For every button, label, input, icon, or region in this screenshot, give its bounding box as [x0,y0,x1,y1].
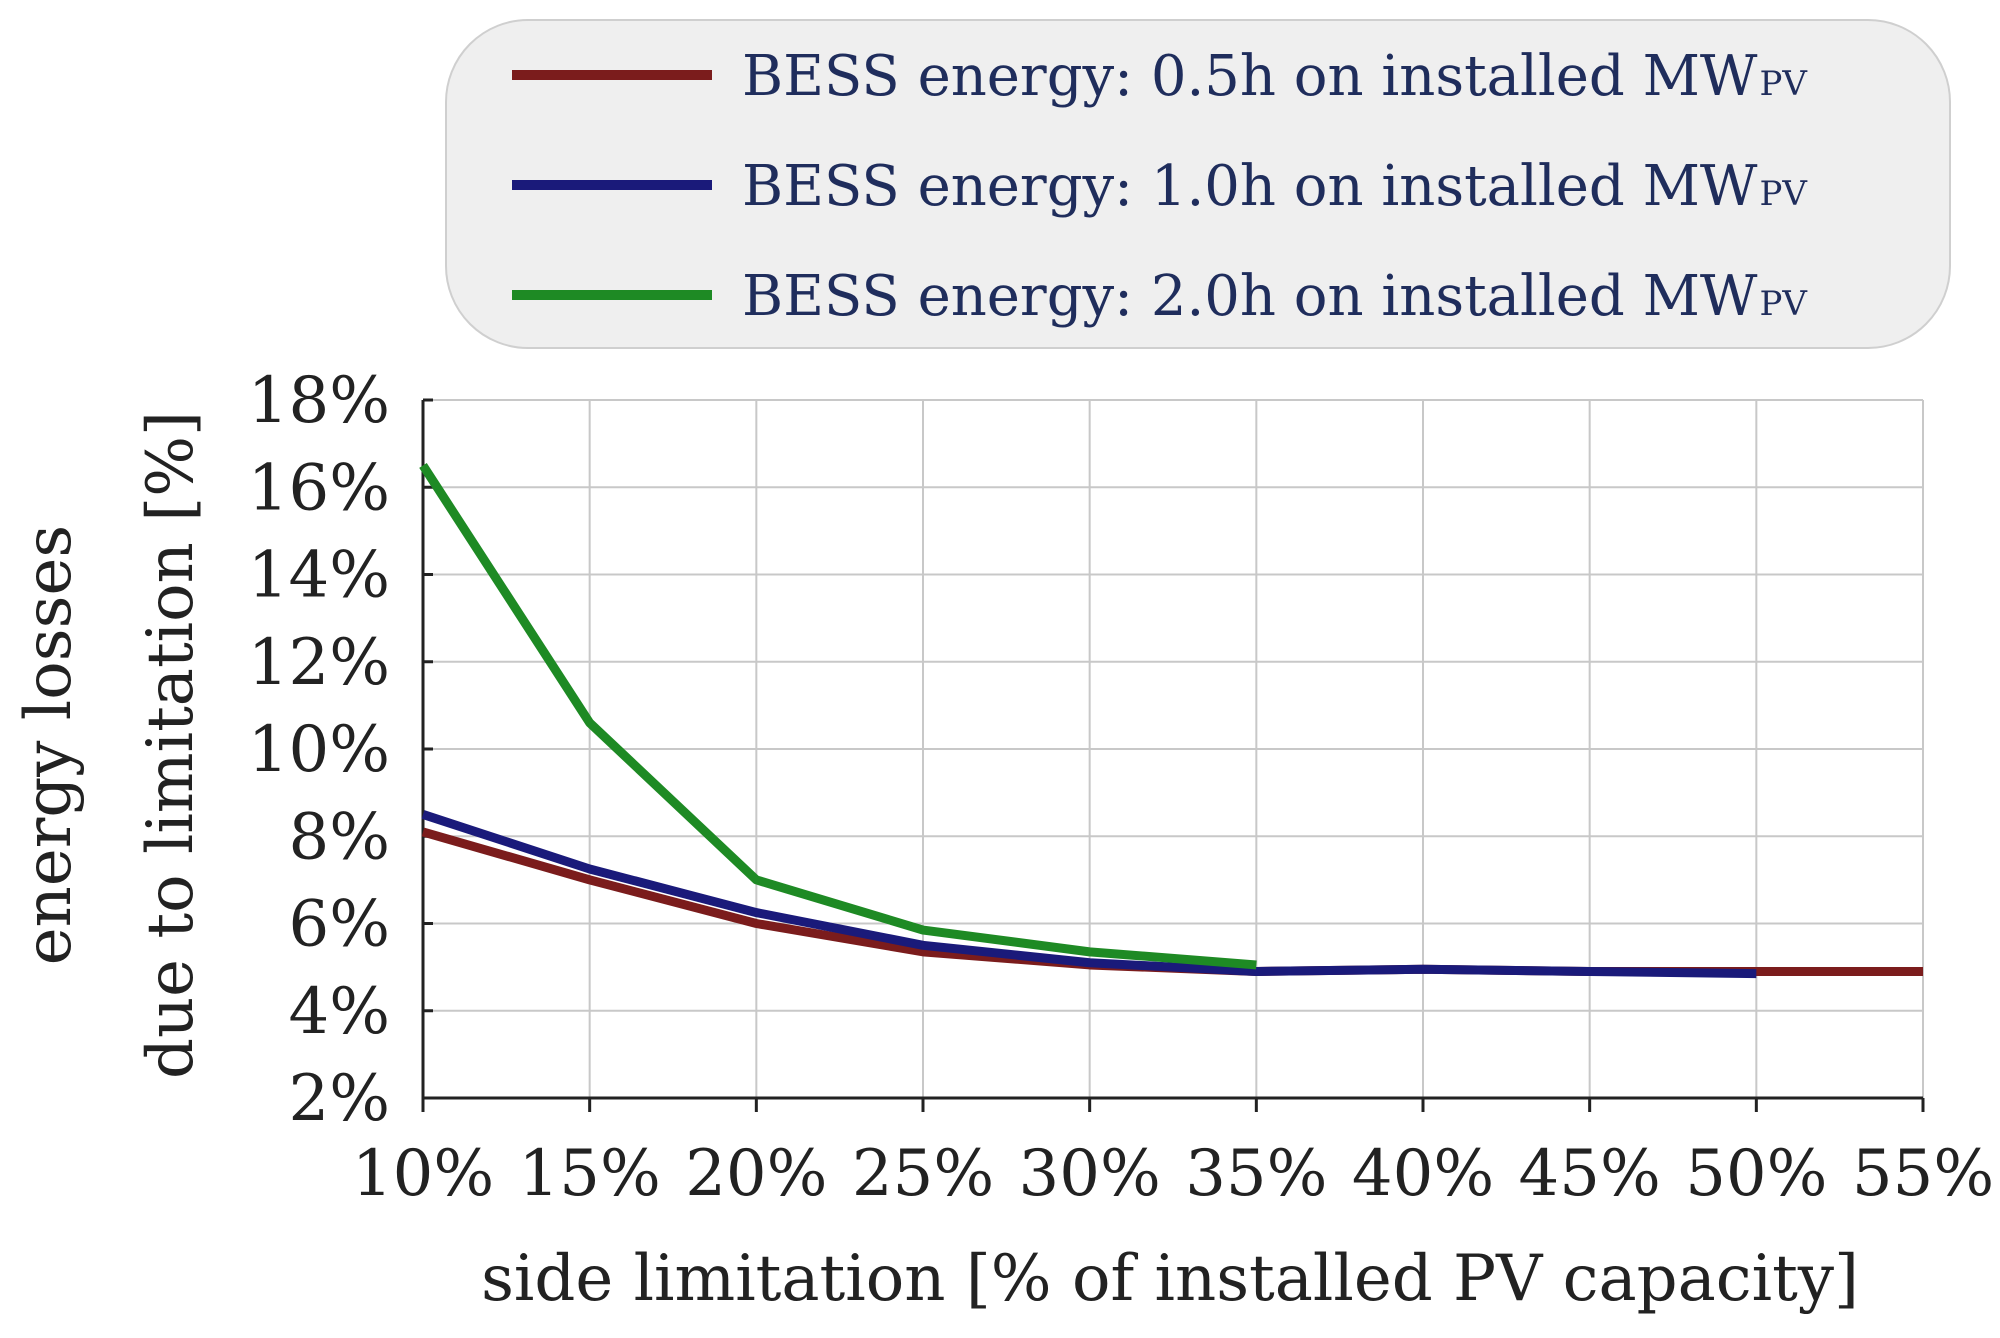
grid [423,399,1924,1098]
y-tick-label: 8% [288,800,390,874]
y-tick-label: 10% [248,713,390,787]
legend-label-main: BESS energy: 2.0h on installed MW [742,264,1758,329]
x-tick-label: 15% [519,1137,661,1211]
x-tick-label: 45% [1519,1137,1661,1211]
series-line-1 [421,810,1757,979]
y-tick-labels: 2% 4% 6% 8% 10% 12% 14% 16% 18% [248,364,390,1136]
x-axis-label: side limitation [% of installed PV capac… [481,1242,1859,1316]
x-tick-label: 20% [685,1137,827,1211]
legend-label-subscript: PV [1759,64,1808,104]
x-tick-label: 35% [1185,1137,1327,1211]
y-tick-label: 18% [248,364,390,438]
y-axis-label-line-1: energy losses [12,525,86,965]
axes [421,398,1925,1112]
x-tick-label: 25% [852,1137,994,1211]
legend: BESS energy: 0.5h on installed MWPVBESS … [445,19,1951,349]
y-tick-label: 2% [288,1062,390,1136]
x-tick-label: 50% [1685,1137,1827,1211]
legend-box [445,19,1951,349]
y-tick-label: 6% [288,888,390,962]
legend-label-subscript: PV [1759,174,1808,214]
legend-label-subscript: PV [1759,284,1808,324]
series-line-0 [421,827,1923,976]
legend-label-1: BESS energy: 1.0h on installed MWPV [742,154,1808,219]
legend-label-0: BESS energy: 0.5h on installed MWPV [742,44,1808,109]
legend-label-main: BESS energy: 1.0h on installed MW [742,154,1758,219]
y-tick-label: 12% [248,626,390,700]
y-tick-label: 4% [288,975,390,1049]
y-tick-label: 14% [248,539,390,613]
y-axis-label-line-2: due to limitation [%] [134,411,208,1079]
series-line-2 [419,462,1257,970]
legend-label-main: BESS energy: 0.5h on installed MW [742,44,1758,109]
series-lines [419,462,1923,979]
x-tick-label: 10% [352,1137,494,1211]
y-tick-label: 16% [248,451,390,525]
legend-label-2: BESS energy: 2.0h on installed MWPV [742,264,1808,329]
x-tick-label: 55% [1852,1137,1994,1211]
x-tick-label: 30% [1019,1137,1161,1211]
x-tick-label: 40% [1352,1137,1494,1211]
x-tick-labels: 10% 15% 20% 25% 30% 35% 40% 45% 50% 55% [352,1137,1994,1211]
